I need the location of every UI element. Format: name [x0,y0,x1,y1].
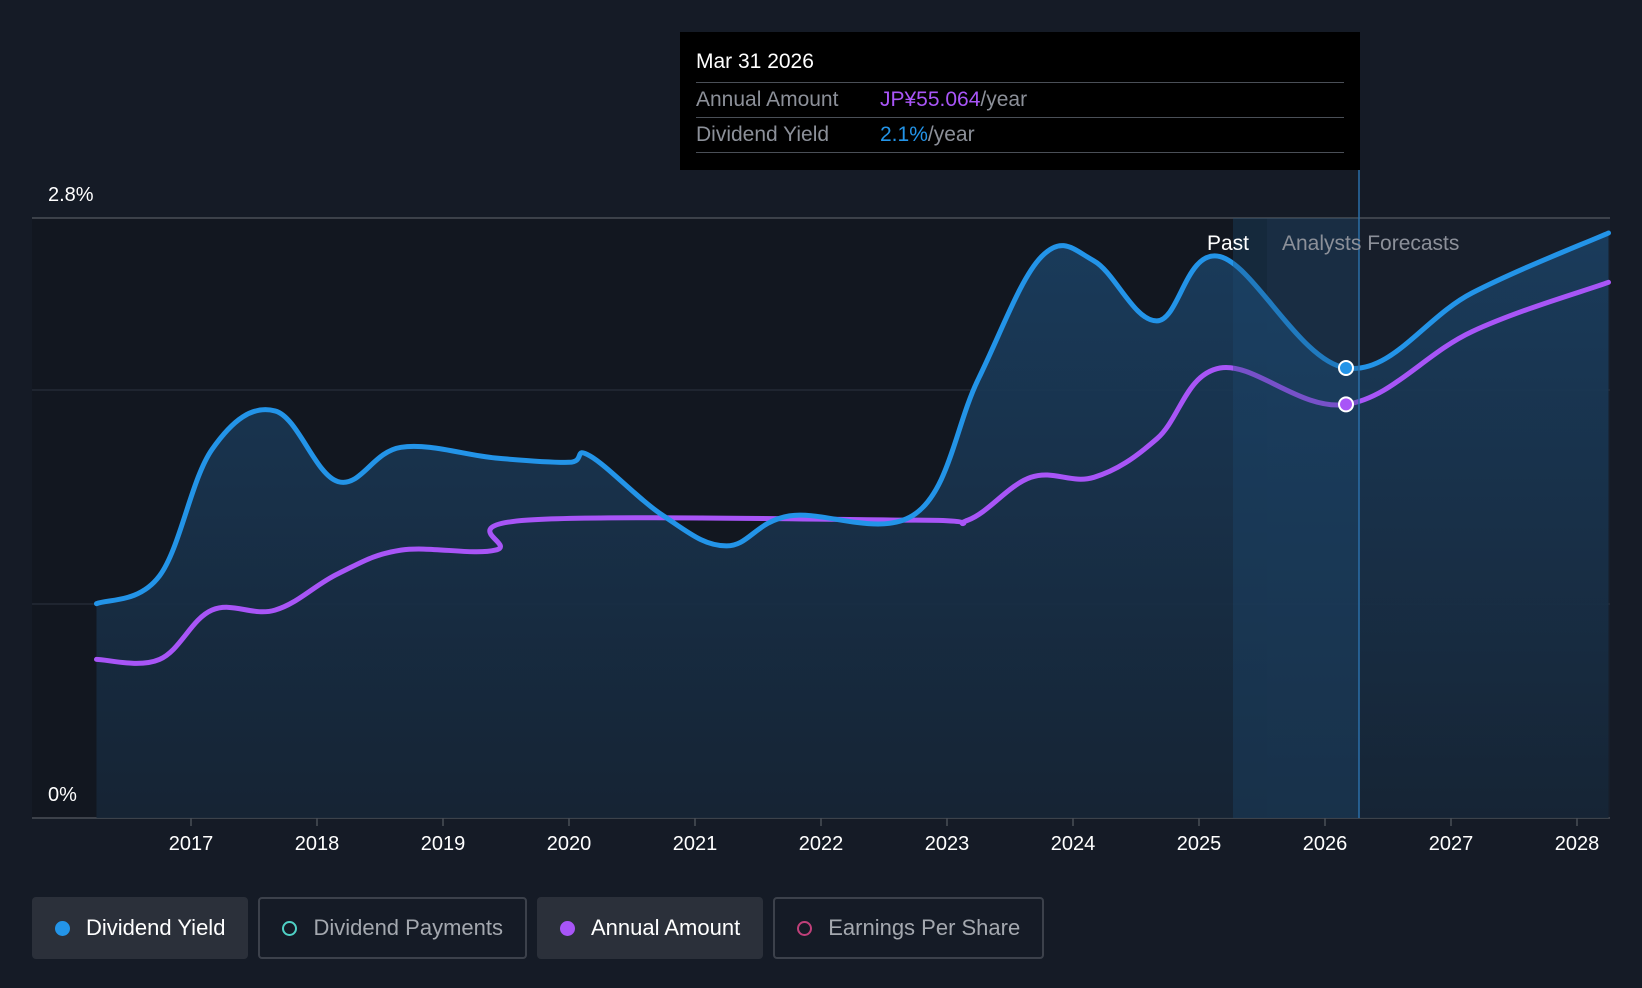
hover-markers [1338,360,1354,413]
x-tick-label-2026: 2026 [1303,833,1348,855]
dividend-yield-fill [96,233,1609,818]
x-tick-label-2018: 2018 [295,833,340,855]
tooltip-annual-amount-suffix: /year [980,88,1028,111]
x-tick-label-2021: 2021 [673,833,718,855]
x-tick-label-2017: 2017 [169,833,214,855]
legend-annual-amount-label: Annual Amount [590,915,741,940]
tooltip-date: Mar 31 2026 [696,46,1344,83]
tooltip-annual-amount-value: JP¥55.064 [880,88,981,111]
legend-earnings-per-share-label: Earnings Per Share [828,915,1021,940]
chart-legend: Dividend Yield Dividend Payments Annual … [32,897,1045,959]
legend-annual-amount[interactable]: Annual Amount [536,897,764,959]
x-tick-label-2024: 2024 [1051,833,1096,855]
chart-lines [94,230,1611,666]
legend-dividend-yield-label: Dividend Yield [86,915,226,940]
dividend-yield-marker [1338,360,1354,376]
legend-earnings-per-share[interactable]: Earnings Per Share [773,897,1045,959]
past-label: Past [1207,232,1249,255]
annual-amount-marker [1338,396,1354,413]
hover-band [1233,218,1359,818]
dividend-yield-dot-icon [55,920,70,936]
dividend-yield-line [94,230,1611,607]
annual-amount-line [94,279,1611,666]
tooltip-dividend-yield-label: Dividend Yield [696,123,830,146]
tooltip-row-annual-amount: Annual Amount JP¥55.064 /year [696,83,1344,118]
legend-dividend-payments-label: Dividend Payments [313,915,503,940]
earnings-per-share-ring-icon [797,920,813,936]
forecast-label: Analysts Forecasts [1282,232,1459,255]
tooltip-annual-amount-label: Annual Amount [696,88,839,111]
y-axis-max-label: 2.8% [48,184,94,206]
x-tick-label-2023: 2023 [925,833,970,855]
chart-tooltip: Mar 31 2026 Annual Amount JP¥55.064 /yea… [680,32,1360,170]
x-tick-label-2022: 2022 [799,833,844,855]
x-tick-label-2019: 2019 [421,833,466,855]
dividend-payments-ring-icon [282,920,298,936]
x-tick-label-2020: 2020 [547,833,592,855]
tooltip-dividend-yield-suffix: /year [927,123,975,146]
x-tick-label-2027: 2027 [1429,833,1474,855]
tooltip-row-dividend-yield: Dividend Yield 2.1% /year [696,118,1344,153]
legend-dividend-yield[interactable]: Dividend Yield [32,897,249,959]
dividend-yield-area [96,233,1609,818]
tooltip-dividend-yield-value: 2.1% [880,123,928,146]
annual-amount-dot-icon [559,920,575,936]
x-tick-label-2028: 2028 [1555,833,1600,855]
legend-dividend-payments[interactable]: Dividend Payments [258,897,527,959]
x-tick-label-2025: 2025 [1177,833,1222,855]
x-axis-ticks: 2017 2018 2019 2020 2021 2022 2023 2024 2025 2026… [169,818,1600,855]
y-axis-min-label: 0% [48,784,77,806]
